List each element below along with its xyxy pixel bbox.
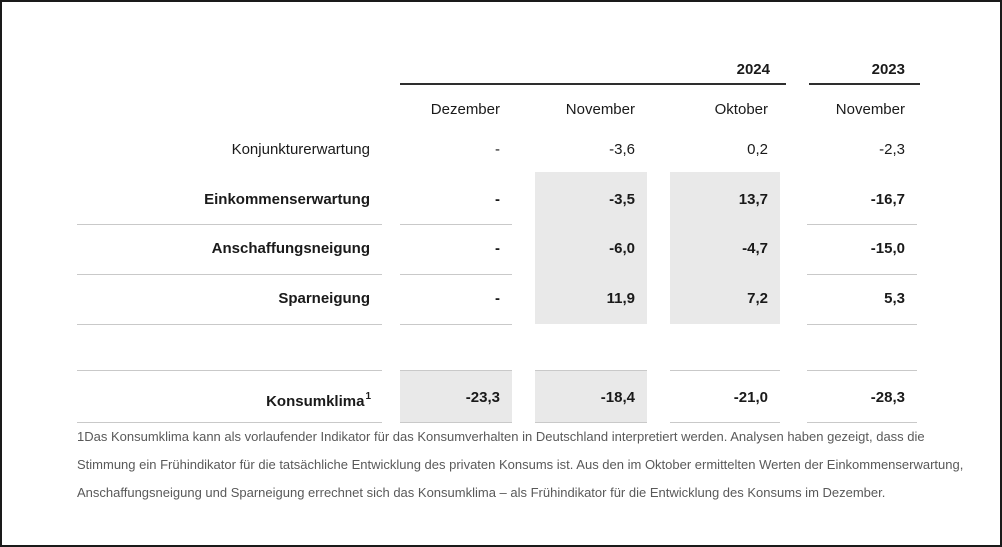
footnote-line-3: Anschaffungsneigung und Sparneigung erre… <box>77 485 886 500</box>
row-rule <box>807 274 917 275</box>
column-header-oktober: Oktober <box>714 101 768 118</box>
value-konjunkturerwartung-oktober: 0,2 <box>747 141 768 158</box>
highlight-block-november <box>535 172 647 324</box>
footnote-line-2: Stimmung ein Frühindikator für die tatsä… <box>77 457 964 472</box>
row-rule <box>400 324 512 325</box>
row-rule <box>77 422 382 423</box>
row-rule <box>670 422 780 423</box>
row-label-konsumklima: Konsumklima1 <box>77 388 377 410</box>
year-header-2024: 2024 <box>736 61 770 78</box>
value-konsumklima-oktober: -21,0 <box>733 389 768 406</box>
row-rule <box>535 370 647 371</box>
highlight-block-oktober <box>670 172 780 324</box>
row-rule <box>400 370 512 371</box>
year-header-2023: 2023 <box>871 61 905 78</box>
value-sparneigung-november-2023: 5,3 <box>884 290 905 307</box>
value-einkommenserwartung-oktober: 13,7 <box>738 191 768 208</box>
row-rule <box>77 224 382 225</box>
value-konjunkturerwartung-dezember: - <box>495 141 500 158</box>
row-label-konjunkturerwartung: Konjunkturerwartung <box>231 141 370 158</box>
value-anschaffungsneigung-oktober: -4,7 <box>742 240 768 257</box>
value-anschaffungsneigung-november: -6,0 <box>609 240 635 257</box>
row-rule <box>670 370 780 371</box>
value-sparneigung-dezember: - <box>495 290 500 307</box>
row-label-einkommenserwartung: Einkommenserwartung <box>204 191 370 208</box>
column-header-november: November <box>565 101 635 118</box>
column-header-november-2023: November <box>835 101 905 118</box>
value-konsumklima-november: -18,4 <box>600 389 635 406</box>
row-rule <box>400 422 512 423</box>
row-rule <box>807 224 917 225</box>
value-konsumklima-dezember: -23,3 <box>465 389 500 406</box>
row-rule <box>77 274 382 275</box>
value-anschaffungsneigung-dezember: - <box>495 240 500 257</box>
footnote-marker: 1 <box>365 391 371 402</box>
value-einkommenserwartung-november-2023: -16,7 <box>870 191 905 208</box>
row-rule <box>807 422 917 423</box>
value-konjunkturerwartung-november: -3,6 <box>609 141 635 158</box>
row-rule <box>535 422 647 423</box>
row-rule <box>77 324 382 325</box>
year-2023-underline <box>809 83 920 85</box>
row-label-sparneigung: Sparneigung <box>278 290 370 307</box>
value-sparneigung-oktober: 7,2 <box>747 290 768 307</box>
konsumklima-label-text: Konsumklima <box>266 393 365 410</box>
value-einkommenserwartung-dezember: - <box>495 191 500 208</box>
row-rule <box>807 370 917 371</box>
value-sparneigung-november: 11,9 <box>606 290 635 307</box>
value-konsumklima-november-2023: -28,3 <box>870 389 905 406</box>
column-header-dezember: Dezember <box>430 101 500 118</box>
row-rule <box>400 274 512 275</box>
highlight-block-konsumklima-dezember <box>400 371 512 422</box>
year-2024-underline <box>400 83 786 85</box>
highlight-block-konsumklima-november <box>535 371 647 422</box>
footnote-line-1: 1Das Konsumklima kann als vorlaufender I… <box>77 429 925 444</box>
value-konjunkturerwartung-november-2023: -2,3 <box>879 141 905 158</box>
row-rule <box>807 324 917 325</box>
value-einkommenserwartung-november: -3,5 <box>609 191 635 208</box>
row-rule <box>400 224 512 225</box>
value-anschaffungsneigung-november-2023: -15,0 <box>870 240 905 257</box>
row-label-anschaffungsneigung: Anschaffungsneigung <box>211 240 370 257</box>
row-rule <box>77 370 382 371</box>
